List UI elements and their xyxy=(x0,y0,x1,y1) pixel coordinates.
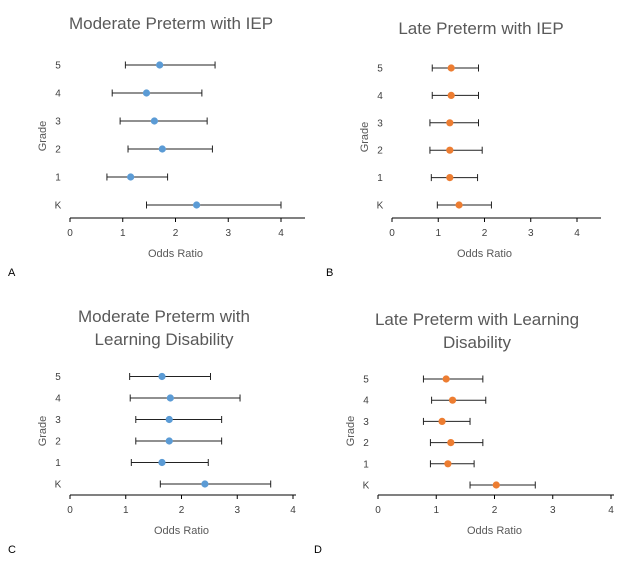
y-category-label: K xyxy=(55,201,62,212)
y-category-label: 1 xyxy=(55,173,61,184)
x-axis-label: Odds Ratio xyxy=(148,248,203,260)
panel-letter: C xyxy=(8,544,16,556)
odds-ratio-point xyxy=(447,64,455,72)
y-category-label: 4 xyxy=(363,396,369,407)
y-category-label: 5 xyxy=(363,375,369,386)
x-tick-label: 2 xyxy=(173,228,179,239)
odds-ratio-point xyxy=(201,480,209,488)
chart-title: Late Preterm with IEP xyxy=(398,19,563,38)
odds-ratio-point xyxy=(492,481,500,489)
odds-ratio-point xyxy=(142,89,151,97)
chart-title: Moderate Preterm with IEP xyxy=(69,14,273,33)
odds-ratio-point xyxy=(438,417,446,425)
x-tick-label: 4 xyxy=(278,228,284,239)
odds-ratio-point xyxy=(193,201,201,209)
y-category-label: K xyxy=(377,201,384,212)
y-category-label: 5 xyxy=(377,64,383,75)
y-category-label: 2 xyxy=(377,146,383,157)
chart-title: Learning Disability xyxy=(95,330,234,349)
y-category-label: 2 xyxy=(363,438,369,449)
x-tick-label: 2 xyxy=(482,228,488,239)
x-tick-label: 1 xyxy=(123,505,129,516)
panel-letter: A xyxy=(8,267,16,279)
y-category-label: 4 xyxy=(377,91,383,102)
odds-ratio-point xyxy=(158,458,166,467)
odds-ratio-point xyxy=(455,201,463,209)
y-category-label: 1 xyxy=(363,459,369,470)
chart-title: Late Preterm with Learning xyxy=(375,310,579,329)
x-tick-label: 3 xyxy=(234,505,240,516)
y-category-label: K xyxy=(363,481,370,492)
y-category-label: 2 xyxy=(55,437,61,448)
chart-title: Disability xyxy=(443,333,512,352)
odds-ratio-point xyxy=(448,396,457,404)
x-tick-label: 4 xyxy=(608,505,614,516)
y-category-label: 4 xyxy=(55,394,61,405)
odds-ratio-point xyxy=(442,375,450,383)
x-tick-label: 4 xyxy=(290,505,296,516)
odds-ratio-point xyxy=(447,439,455,447)
y-category-label: 5 xyxy=(55,61,61,72)
y-category-label: 1 xyxy=(55,458,61,469)
x-tick-label: 3 xyxy=(528,228,534,239)
odds-ratio-point xyxy=(158,372,166,381)
odds-ratio-point xyxy=(446,146,454,154)
y-category-label: 2 xyxy=(55,145,61,156)
y-category-label: 3 xyxy=(363,417,369,428)
odds-ratio-point xyxy=(444,460,452,468)
x-tick-label: 0 xyxy=(67,505,73,516)
y-category-label: 4 xyxy=(55,89,61,100)
x-tick-label: 2 xyxy=(179,505,185,516)
odds-ratio-point xyxy=(156,61,164,69)
y-category-label: 3 xyxy=(55,117,61,128)
x-tick-label: 4 xyxy=(574,228,580,239)
odds-ratio-point xyxy=(165,415,173,424)
x-tick-label: 3 xyxy=(550,505,556,516)
y-axis-label: Grade xyxy=(37,121,49,152)
y-category-label: K xyxy=(55,480,62,491)
x-tick-label: 0 xyxy=(67,228,73,239)
y-category-label: 3 xyxy=(55,415,61,426)
odds-ratio-point xyxy=(158,145,166,153)
x-tick-label: 2 xyxy=(492,505,498,516)
odds-ratio-point xyxy=(446,119,454,127)
odds-ratio-point xyxy=(447,91,455,99)
x-tick-label: 0 xyxy=(375,505,381,516)
odds-ratio-point xyxy=(150,117,158,125)
panel-letter: D xyxy=(314,544,322,556)
y-axis-label: Grade xyxy=(345,416,357,447)
chart-title: Moderate Preterm with xyxy=(78,307,250,326)
x-axis-label: Odds Ratio xyxy=(154,525,209,537)
odds-ratio-point xyxy=(446,174,454,182)
y-axis-label: Grade xyxy=(359,122,371,153)
y-category-label: 1 xyxy=(377,173,383,184)
odds-ratio-point xyxy=(165,437,173,445)
y-category-label: 5 xyxy=(55,372,61,383)
x-tick-label: 1 xyxy=(120,228,126,239)
panel-letter: B xyxy=(326,267,333,279)
x-tick-label: 1 xyxy=(433,505,439,516)
odds-ratio-point xyxy=(166,394,174,402)
odds-ratio-point xyxy=(127,173,135,181)
x-axis-label: Odds Ratio xyxy=(457,248,512,260)
y-category-label: 3 xyxy=(377,118,383,129)
x-tick-label: 3 xyxy=(225,228,231,239)
x-axis-label: Odds Ratio xyxy=(467,525,522,537)
y-axis-label: Grade xyxy=(37,416,49,447)
x-tick-label: 1 xyxy=(435,228,441,239)
x-tick-label: 0 xyxy=(389,228,395,239)
